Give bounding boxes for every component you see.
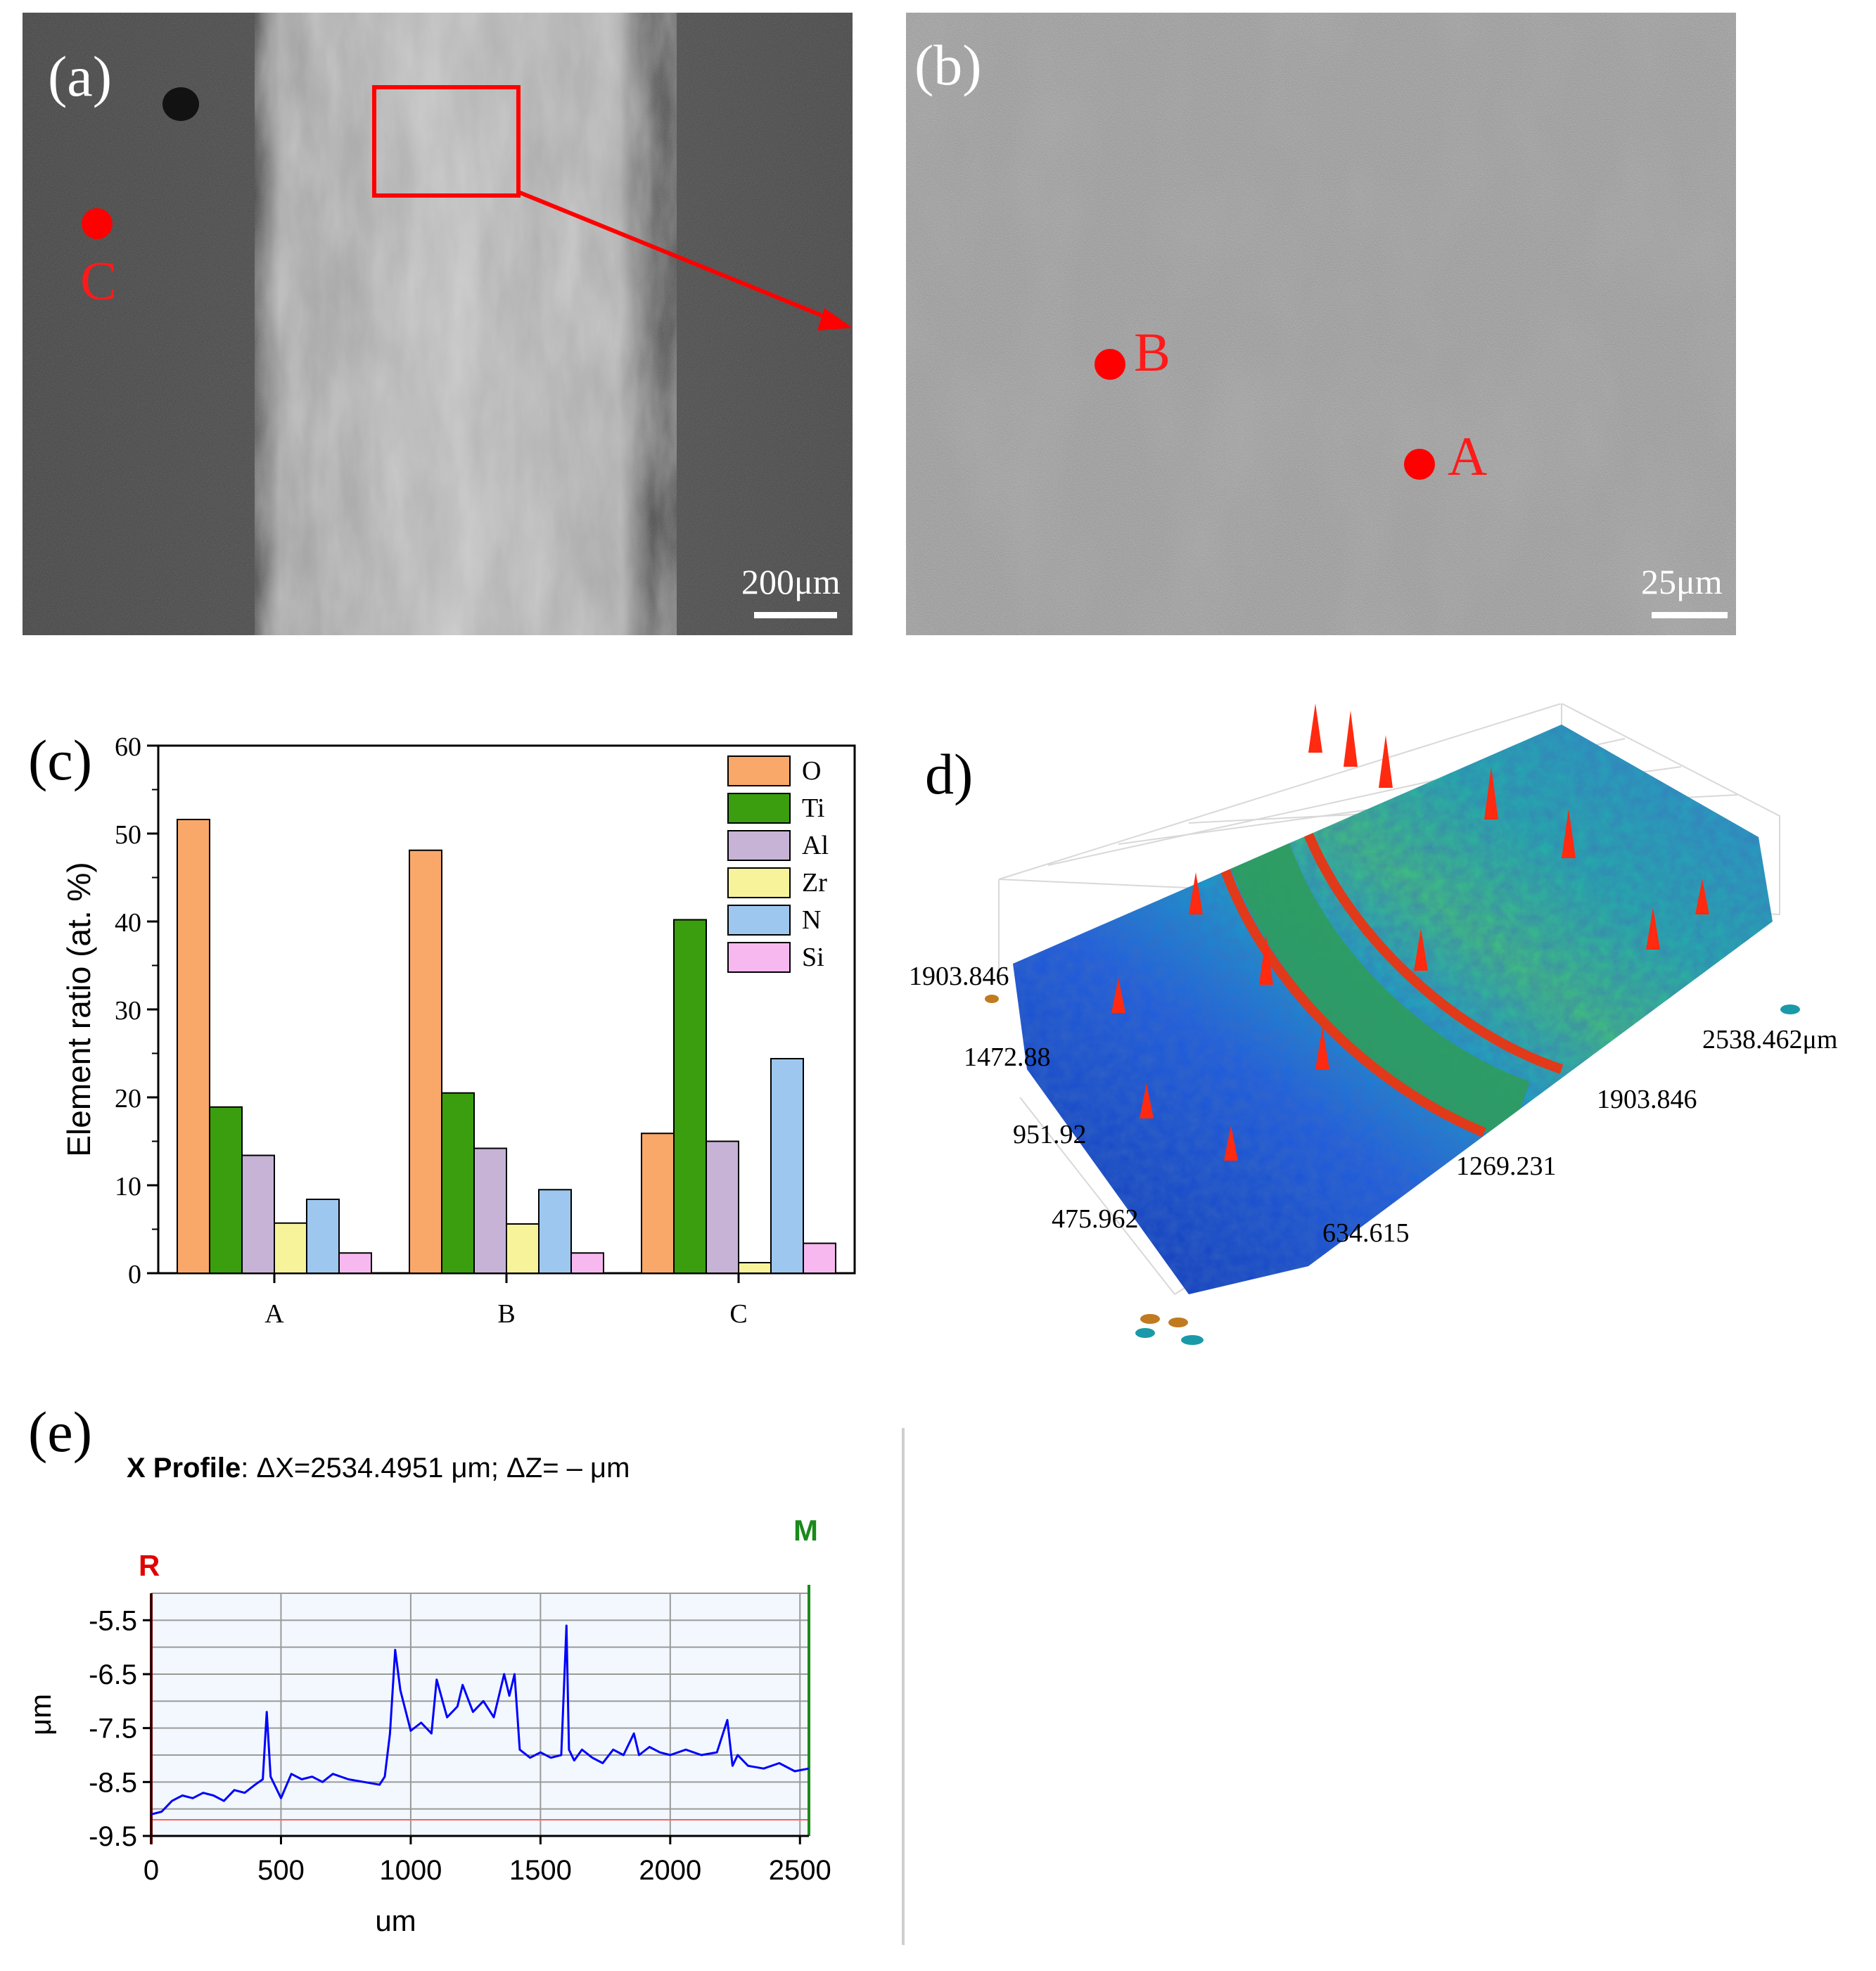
bar-n-c — [770, 1058, 804, 1274]
marker-r-label: R — [139, 1549, 160, 1582]
legend-label-al: Al — [802, 831, 829, 860]
d-axis-label-0: 1903.846 — [909, 962, 1009, 991]
profile-line — [151, 1624, 810, 1816]
bar-ti-b — [441, 1092, 475, 1274]
profile-y-tick-label: -9.5 — [89, 1821, 137, 1852]
profile-y-tick-label: -8.5 — [89, 1767, 137, 1798]
legend-swatch-ti — [727, 793, 791, 824]
profile-x-tick-label: 2500 — [769, 1855, 831, 1886]
d-axis-label-2: 951.92 — [1013, 1120, 1087, 1149]
bar-si-b — [570, 1252, 604, 1274]
profile-x-tick-label: 500 — [257, 1855, 305, 1886]
point-c-marker — [82, 208, 113, 239]
panel-label-d: d) — [925, 742, 974, 806]
y-tick-label: 10 — [115, 1172, 141, 1201]
y-tick-label: 20 — [115, 1084, 141, 1114]
bar-al-a — [241, 1154, 275, 1274]
d-axis-label-1: 1472.88 — [964, 1042, 1051, 1072]
profile-y-tick-label: -7.5 — [89, 1714, 137, 1744]
panel-label-e: (e) — [28, 1400, 93, 1464]
bar-ti-a — [209, 1106, 243, 1274]
point-label-a: A — [1448, 426, 1488, 487]
y-axis-label: Element ratio (at. %) — [60, 862, 97, 1156]
scale-text-b: 25μm — [1641, 562, 1723, 601]
point-b-marker — [1095, 349, 1125, 380]
legend-swatch-zr — [727, 867, 791, 898]
bar-al-c — [706, 1140, 739, 1274]
d-axis-label-7: 2538.462μm — [1702, 1025, 1837, 1054]
legend-swatch-n — [727, 905, 791, 936]
profile-title-bold: X Profile — [127, 1453, 241, 1484]
scale-bar-a — [754, 612, 837, 618]
bar-zr-a — [274, 1222, 307, 1274]
d-axis-label-5: 1269.231 — [1456, 1152, 1557, 1181]
legend-label-ti: Ti — [802, 793, 824, 823]
y-tick-label: 40 — [115, 908, 141, 938]
legend-label-o: O — [802, 756, 821, 786]
legend-swatch-si — [727, 942, 791, 973]
profile-y-tick-label: -6.5 — [89, 1659, 137, 1690]
sem-image-b: (b) B A 25μm — [906, 13, 1736, 635]
bar-o-b — [409, 849, 442, 1274]
legend-label-si: Si — [802, 943, 824, 972]
profile-y-axis-label: μm — [24, 1694, 57, 1735]
d-axis-label-3: 475.962 — [1052, 1204, 1139, 1234]
bar-si-a — [338, 1252, 372, 1274]
wear-track — [1212, 814, 1564, 1142]
y-tick-label: 0 — [128, 1260, 141, 1289]
profile-x-axis-label: um — [375, 1904, 416, 1937]
bar-n-b — [538, 1189, 572, 1274]
profile-x-tick-label: 2000 — [639, 1855, 701, 1886]
profile-y-tick-label: -5.5 — [89, 1605, 137, 1636]
bar-o-c — [641, 1133, 675, 1274]
panel-label-c: (c) — [28, 728, 93, 792]
scale-text-a: 200μm — [741, 562, 841, 601]
panel-label-b: (b) — [914, 33, 982, 97]
surface-axis-labels: 1903.846 1472.88 951.92 475.962 634.615 … — [909, 962, 1837, 1248]
bar-n-a — [306, 1199, 340, 1274]
bar-si-c — [803, 1242, 836, 1274]
d-axis-label-4: 634.615 — [1322, 1218, 1410, 1248]
x-tick-label: A — [264, 1299, 284, 1329]
bar-zr-b — [506, 1223, 540, 1274]
orientation-gizmo — [985, 995, 1800, 1345]
legend-label-zr: Zr — [802, 868, 827, 898]
legend-swatch-o — [727, 755, 791, 786]
y-tick-label: 50 — [115, 820, 141, 850]
profile-x-tick-label: 0 — [143, 1855, 159, 1886]
legend-label-n: N — [802, 905, 821, 935]
surface-3d-plot: 1903.846 1472.88 951.92 475.962 634.615 … — [909, 703, 1837, 1345]
profile-x-tick-label: 1000 — [379, 1855, 442, 1886]
profile-plot-area — [151, 1593, 809, 1836]
bar-ti-c — [673, 919, 707, 1274]
profile-x-tick-label: 1500 — [509, 1855, 572, 1886]
sem-surface-a — [23, 13, 853, 635]
sem-surface-b — [906, 13, 1736, 635]
profile-title-rest: : ΔX=2534.4951 μm; ΔZ= ‒ μm — [241, 1453, 630, 1484]
profile-title: X Profile: ΔX=2534.4951 μm; ΔZ= ‒ μm — [127, 1453, 630, 1484]
bar-al-b — [473, 1147, 507, 1274]
bar-o-a — [177, 819, 210, 1274]
point-label-b: B — [1134, 321, 1171, 383]
scale-bar-b — [1652, 612, 1728, 618]
point-a-marker — [1404, 449, 1435, 480]
element-ratio-bar-chart: 0 10 20 30 40 50 60 Element ratio (at. %) A B C O Ti… — [60, 732, 856, 1329]
bar-zr-c — [738, 1262, 772, 1274]
marker-m-label: M — [793, 1514, 818, 1547]
point-label-c: C — [80, 250, 117, 311]
panel-label-a: (a) — [48, 44, 113, 108]
x-tick-label: B — [497, 1299, 515, 1329]
y-tick-label: 30 — [115, 996, 141, 1026]
x-tick-label: C — [729, 1299, 747, 1329]
y-tick-label: 60 — [115, 732, 141, 762]
sem-image-a: (a) C 200μm — [23, 13, 853, 635]
surface-peaks — [1111, 703, 1709, 1161]
d-axis-label-6: 1903.846 — [1597, 1085, 1697, 1114]
panel-divider — [902, 1428, 905, 1945]
x-profile-line-chart: R M -5.5 -6.5 -7.5 -8.5 -9.50 500 1000 1500 2000 25… — [24, 1514, 831, 1937]
legend-swatch-al — [727, 830, 791, 861]
